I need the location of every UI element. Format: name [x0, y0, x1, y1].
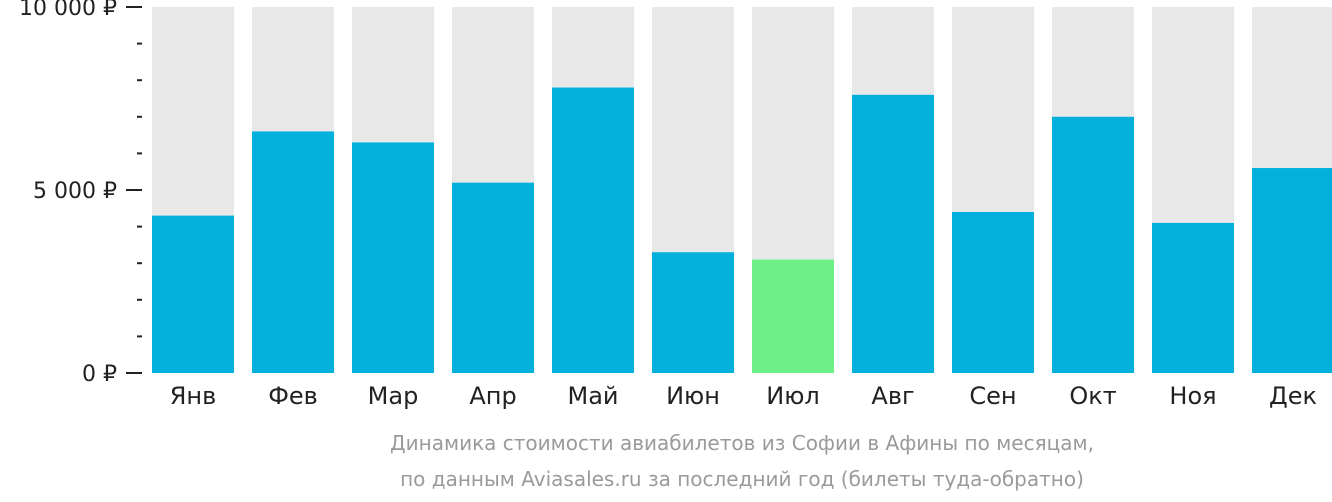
y-axis: 0 ₽ 5 000 ₽ 10 000 ₽ — [19, 0, 142, 387]
x-tick-label: Сен — [969, 382, 1016, 410]
bar-5[interactable] — [652, 252, 734, 373]
bar-7[interactable] — [852, 94, 934, 373]
bar-2[interactable] — [352, 142, 434, 373]
x-axis: Янв Фев Мар Апр Май Июн Июл Авг Сен Окт Ноя Дек — [170, 382, 1317, 410]
bars — [152, 7, 1332, 374]
y-tick-label: 0 ₽ — [82, 362, 117, 387]
bar-9[interactable] — [1052, 116, 1134, 374]
chart-caption-line-2: по данным Aviasales.ru за последний год … — [400, 467, 1084, 491]
x-tick-label: Мар — [368, 382, 419, 410]
bar-chart: 0 ₽ 5 000 ₽ 10 000 ₽ Янв Фев Мар Апр Май Июн Июл… — [19, 0, 1332, 410]
bar-6[interactable] — [752, 259, 834, 373]
x-tick-label: Ноя — [1169, 382, 1216, 410]
y-tick-label: 5 000 ₽ — [33, 179, 117, 204]
y-tick-label: 10 000 ₽ — [19, 0, 117, 21]
bar-1[interactable] — [252, 131, 334, 373]
x-tick-label: Янв — [170, 382, 217, 410]
x-tick-label: Апр — [469, 382, 516, 410]
x-tick-label: Июн — [666, 382, 720, 410]
bar-3[interactable] — [452, 182, 534, 373]
chart-caption-line-1: Динамика стоимости авиабилетов из Софии … — [390, 431, 1094, 455]
x-tick-label: Июл — [766, 382, 820, 410]
x-tick-label: Дек — [1269, 382, 1317, 410]
x-tick-label: Фев — [268, 382, 318, 410]
x-tick-label: Авг — [871, 382, 914, 410]
bar-0[interactable] — [152, 215, 234, 373]
bar-10[interactable] — [1152, 222, 1234, 373]
x-tick-label: Май — [567, 382, 618, 410]
bar-11[interactable] — [1252, 168, 1332, 373]
bar-4[interactable] — [552, 87, 634, 374]
x-tick-label: Окт — [1069, 382, 1116, 410]
bar-8[interactable] — [952, 211, 1034, 373]
